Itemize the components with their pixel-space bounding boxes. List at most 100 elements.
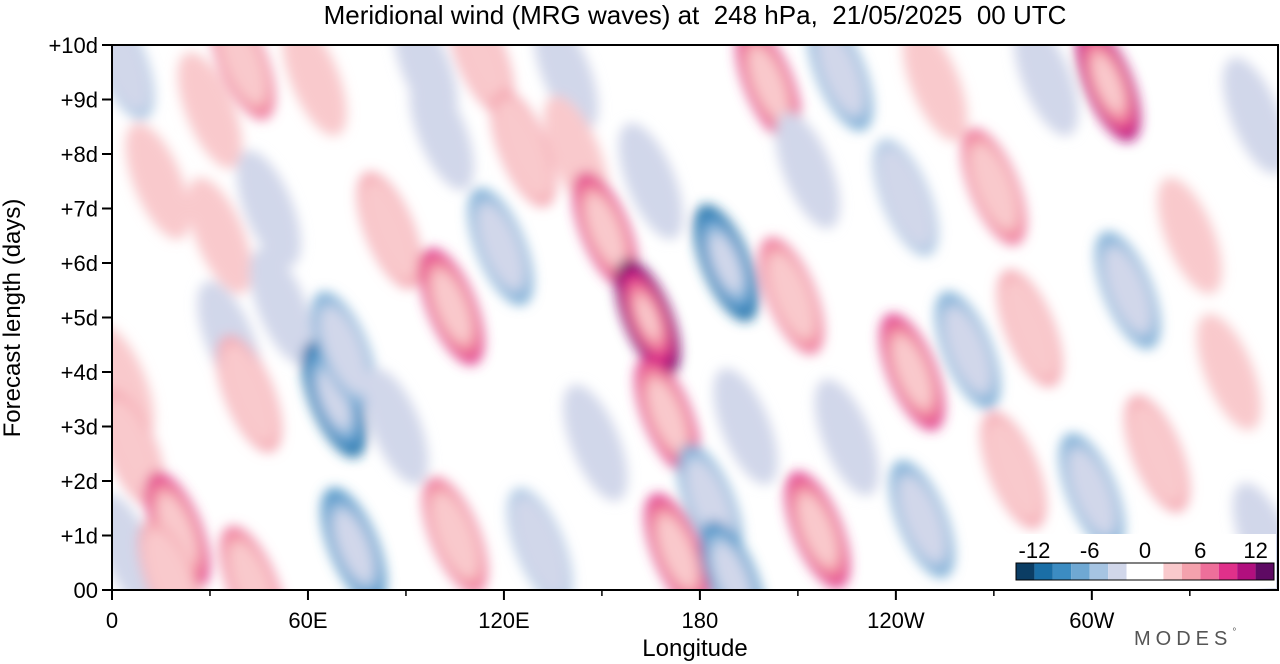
- colorbar-swatch: [1034, 563, 1053, 580]
- field-contour: [1161, 185, 1218, 287]
- field-contour: [240, 157, 297, 260]
- y-tick-label: 00: [74, 578, 98, 603]
- field-contour: [361, 179, 418, 281]
- field-contour: [771, 260, 811, 332]
- field-contour: [651, 387, 683, 444]
- field-contour: [516, 503, 564, 590]
- chart-title: Meridional wind (MRG waves) at 248 hPa, …: [324, 0, 1067, 30]
- field-contour: [907, 45, 964, 134]
- colorbar-tick-label: 0: [1139, 538, 1151, 563]
- field-contour: [538, 45, 594, 123]
- colorbar-swatches: [1016, 563, 1274, 580]
- modes-logo: MODES°: [1134, 627, 1241, 650]
- field-contour: [818, 386, 875, 489]
- field-contour: [622, 130, 679, 232]
- field-contour: [753, 55, 784, 112]
- colorbar-swatch: [1016, 563, 1035, 580]
- field-contour: [225, 350, 273, 437]
- colorbar-swatch: [1126, 563, 1164, 580]
- colorbar-swatch: [1255, 563, 1274, 580]
- y-tick-label: +4d: [61, 360, 98, 385]
- field-contour: [142, 528, 199, 590]
- field-contour: [892, 336, 932, 408]
- colorbar-tick-label: 6: [1194, 538, 1206, 563]
- field-contour: [661, 523, 693, 580]
- field-contour: [636, 296, 659, 339]
- colorbar-frame: [1015, 562, 1275, 581]
- field-contour: [690, 467, 730, 539]
- colorbar-swatch: [1163, 563, 1182, 580]
- colorbar-swatch: [1052, 563, 1072, 580]
- field-contour: [413, 81, 470, 183]
- field-contour: [368, 375, 425, 478]
- field-contour: [112, 397, 160, 499]
- field-contour: [1201, 321, 1257, 423]
- field-contour: [974, 151, 1014, 223]
- x-axis: 0 60E 120E 180 120W 60W: [106, 590, 1191, 633]
- x-tick-label: 120E: [478, 608, 529, 633]
- y-axis: 00 +1d +2d +3d +4d +5d +6d +7d +8d +9d +10d: [48, 33, 112, 603]
- field-contour: [162, 501, 193, 559]
- field-contour: [338, 518, 369, 575]
- colorbar-swatch: [1200, 563, 1219, 580]
- field-contour: [1018, 45, 1075, 129]
- colorbar-swatch: [1089, 563, 1109, 580]
- field-contour: [717, 375, 774, 478]
- y-tick-label: +6d: [61, 251, 98, 276]
- colorbar-swatch: [1218, 563, 1238, 580]
- field-contour: [481, 211, 521, 283]
- x-axis-label: Longitude: [642, 635, 747, 662]
- x-tick-label: 60W: [1069, 608, 1114, 633]
- field-contour: [112, 501, 157, 590]
- field-contour: [881, 154, 930, 241]
- y-tick-label: +7d: [61, 197, 98, 222]
- field-contour: [324, 314, 364, 386]
- field-layer: [112, 45, 1278, 590]
- field-contour: [253, 255, 310, 358]
- logo-text: MODES: [1134, 628, 1232, 650]
- field-contour: [323, 378, 346, 420]
- colorbar-swatch: [1071, 563, 1090, 580]
- plot-area: [112, 45, 1278, 590]
- colorbar-swatch: [1181, 563, 1201, 580]
- field-contour: [232, 548, 272, 590]
- field-contour: [1108, 254, 1148, 326]
- x-tick-label: 120W: [867, 608, 925, 633]
- field-contour: [1227, 65, 1278, 167]
- field-contour: [1072, 456, 1112, 528]
- y-tick-label: +9d: [61, 88, 98, 113]
- field-contour: [985, 419, 1042, 521]
- field-contour: [436, 278, 467, 335]
- field-contour: [714, 242, 738, 284]
- y-tick-label: +1d: [61, 524, 98, 549]
- colorbar-swatch: [1108, 563, 1127, 580]
- logo-mark: °: [1232, 627, 1241, 638]
- y-tick-label: +3d: [61, 415, 98, 440]
- field-contour: [453, 45, 510, 107]
- field-contour: [589, 202, 621, 259]
- field-contour: [717, 550, 748, 590]
- field-contour: [567, 392, 624, 494]
- field-contour: [495, 97, 552, 200]
- field-contour: [902, 483, 942, 555]
- field-contour: [191, 185, 248, 287]
- y-tick-label: +8d: [61, 142, 98, 167]
- colorbar-swatch: [1237, 563, 1256, 580]
- colorbar-labels: -12 -6 0 6 12: [1019, 538, 1268, 563]
- field-contour: [797, 494, 837, 566]
- y-axis-label: Forecast length (days): [0, 199, 26, 438]
- field-contour: [779, 119, 836, 222]
- x-tick-label: 0: [106, 608, 118, 633]
- y-tick-label: +5d: [61, 306, 98, 331]
- field-contour: [286, 45, 343, 129]
- field-contour: [182, 59, 238, 162]
- field-contour: [431, 492, 479, 579]
- field-contour: [948, 314, 988, 386]
- field-contour: [1129, 403, 1186, 505]
- x-tick-label: 60E: [288, 608, 327, 633]
- colorbar-tick-label: 12: [1243, 538, 1267, 563]
- field-contour: [218, 45, 267, 105]
- field-contour: [820, 45, 860, 108]
- x-tick-label: 180: [682, 608, 719, 633]
